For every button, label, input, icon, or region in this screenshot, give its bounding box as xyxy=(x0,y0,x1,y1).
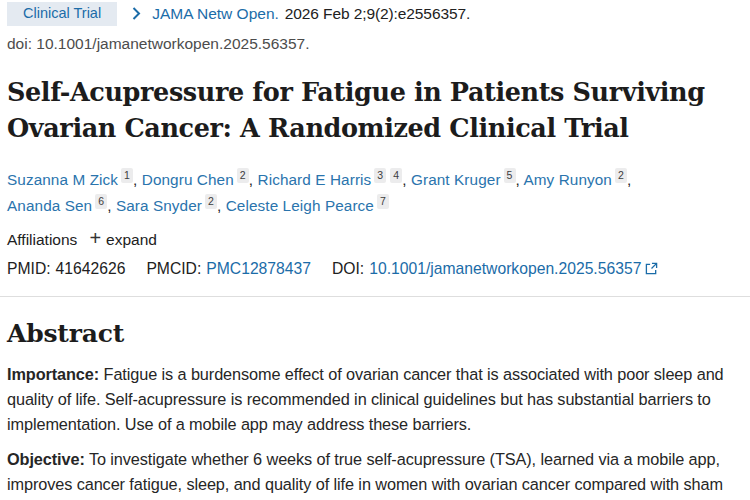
affiliation-superscript[interactable]: 7 xyxy=(377,194,389,209)
pmcid-label: PMCID: xyxy=(146,260,201,278)
importance-text: Fatigue is a burdensome effect of ovaria… xyxy=(7,365,724,433)
author: Celeste Leigh Pearce7 xyxy=(226,197,389,214)
abstract-objective: Objective: To investigate whether 6 week… xyxy=(7,447,745,500)
author: Sara Snyder2, xyxy=(116,197,221,214)
doi-line: doi: 10.1001/jamanetworkopen.2025.56357. xyxy=(7,35,745,53)
article-page: Clinical Trial JAMA Netw Open. 2026 Feb … xyxy=(0,0,750,500)
author: Ananda Sen6, xyxy=(7,197,112,214)
pmid-label: PMID: xyxy=(7,260,51,278)
affiliations-label: Affiliations xyxy=(7,231,77,249)
author-link[interactable]: Dongru Chen xyxy=(142,171,234,188)
affiliation-superscript[interactable]: 2 xyxy=(615,168,627,183)
affiliation-superscript[interactable]: 3 xyxy=(374,168,386,183)
affiliation-superscript[interactable]: 2 xyxy=(205,194,217,209)
doi-link[interactable]: 10.1001/jamanetworkopen.2025.56357 xyxy=(369,260,641,278)
author-link[interactable]: Sara Snyder xyxy=(116,197,202,214)
author: Dongru Chen2, xyxy=(142,171,253,188)
affiliation-superscript[interactable]: 4 xyxy=(390,168,402,183)
chevron-right-icon xyxy=(132,6,141,24)
author-separator: , xyxy=(627,171,631,188)
affiliation-superscript[interactable]: 1 xyxy=(121,168,133,183)
author-link[interactable]: Ananda Sen xyxy=(7,197,92,214)
author-link[interactable]: Richard E Harris xyxy=(258,171,372,188)
identifiers-row: PMID: 41642626 PMCID: PMC12878437 DOI: 1… xyxy=(7,259,745,279)
importance-label: Importance: xyxy=(7,365,99,383)
affiliations-row: Affiliations + expand xyxy=(7,229,745,250)
author-link[interactable]: Amy Runyon xyxy=(523,171,612,188)
affiliation-superscript[interactable]: 5 xyxy=(504,168,516,183)
author-separator: , xyxy=(516,171,520,188)
pmid-group: PMID: 41642626 xyxy=(7,260,125,278)
author-link[interactable]: Suzanna M Zick xyxy=(7,171,118,188)
author: Grant Kruger5, xyxy=(411,171,520,188)
author: Suzanna M Zick1, xyxy=(7,171,137,188)
pmid-value: 41642626 xyxy=(56,260,126,278)
external-link-icon[interactable] xyxy=(645,261,658,279)
author-separator: , xyxy=(217,197,221,214)
affiliation-superscript[interactable]: 2 xyxy=(237,168,249,183)
article-title: Self-Acupressure for Fatigue in Patients… xyxy=(7,74,745,146)
author-separator: , xyxy=(133,171,137,188)
author-link[interactable]: Celeste Leigh Pearce xyxy=(226,197,374,214)
publication-header: Clinical Trial JAMA Netw Open. 2026 Feb … xyxy=(7,2,745,26)
pmcid-link[interactable]: PMC12878437 xyxy=(206,260,311,278)
affiliation-superscript[interactable]: 6 xyxy=(95,194,107,209)
author-separator: , xyxy=(402,171,406,188)
pmcid-group: PMCID: PMC12878437 xyxy=(146,260,311,278)
abstract-heading: Abstract xyxy=(7,319,745,348)
doi-label: DOI: xyxy=(332,260,364,278)
journal-link[interactable]: JAMA Netw Open. xyxy=(152,5,279,23)
abstract-importance: Importance: Fatigue is a burdensome effe… xyxy=(7,362,745,437)
citation-text: 2026 Feb 2;9(2):e2556357. xyxy=(285,5,470,23)
divider xyxy=(0,296,750,297)
affiliations-expand-button[interactable]: expand xyxy=(106,231,157,249)
author-separator: , xyxy=(249,171,253,188)
objective-text: To investigate whether 6 weeks of true s… xyxy=(7,450,723,500)
authors-list: Suzanna M Zick1, Dongru Chen2, Richard E… xyxy=(7,167,687,219)
publication-type-badge[interactable]: Clinical Trial xyxy=(7,2,117,26)
doi-group: DOI: 10.1001/jamanetworkopen.2025.56357 xyxy=(332,259,658,279)
author-link[interactable]: Grant Kruger xyxy=(411,171,501,188)
objective-label: Objective: xyxy=(7,450,85,468)
author: Richard E Harris34, xyxy=(258,171,407,188)
author: Amy Runyon2, xyxy=(523,171,631,188)
plus-icon[interactable]: + xyxy=(89,227,101,250)
author-separator: , xyxy=(107,197,111,214)
